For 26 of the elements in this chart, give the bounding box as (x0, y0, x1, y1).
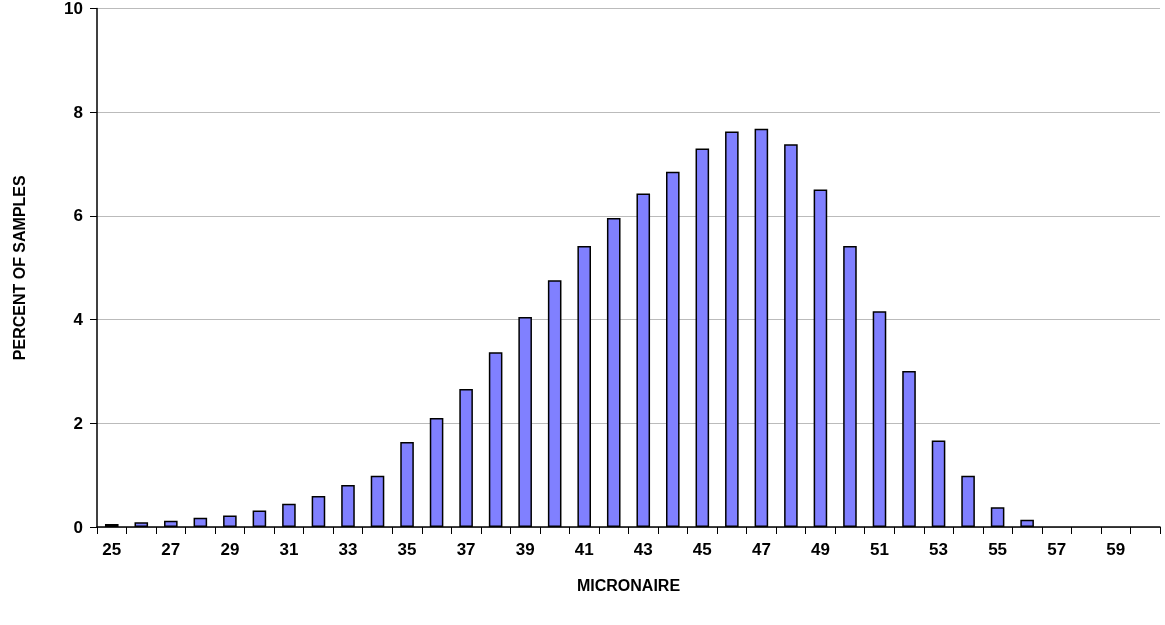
x-axis-title: MICRONAIRE (576, 576, 681, 594)
x-tick-label: 37 (456, 540, 476, 559)
y-tick-label: 10 (64, 0, 83, 18)
x-tick-label: 59 (1106, 540, 1126, 559)
x-tick-label: 33 (338, 540, 358, 559)
x-tick-label: 51 (870, 540, 889, 559)
x-tick-label: 43 (633, 540, 653, 559)
x-tick-label: 49 (810, 540, 830, 559)
y-axis-title: PERCENT OF SAMPLES (10, 174, 28, 361)
x-tick-label: 41 (574, 540, 594, 559)
y-tick-label: 0 (73, 517, 83, 537)
x-tick-label: 39 (515, 540, 535, 559)
x-tick-label: 47 (751, 540, 771, 559)
x-tick-label: 57 (1047, 540, 1067, 559)
y-tick-label: 2 (73, 413, 83, 433)
x-tick-label: 31 (279, 540, 299, 559)
x-tick-label: 35 (397, 540, 417, 559)
x-tick-label: 29 (220, 540, 240, 559)
x-tick-label: 27 (161, 540, 181, 559)
x-tick-label: 55 (988, 540, 1008, 559)
x-tick-label: 53 (929, 540, 948, 559)
y-tick-label: 6 (73, 206, 83, 226)
y-tick-label: 8 (73, 102, 83, 122)
x-tick-label: 45 (692, 540, 712, 559)
x-tick-label: 25 (102, 540, 122, 559)
y-tick-label: 4 (73, 310, 84, 330)
